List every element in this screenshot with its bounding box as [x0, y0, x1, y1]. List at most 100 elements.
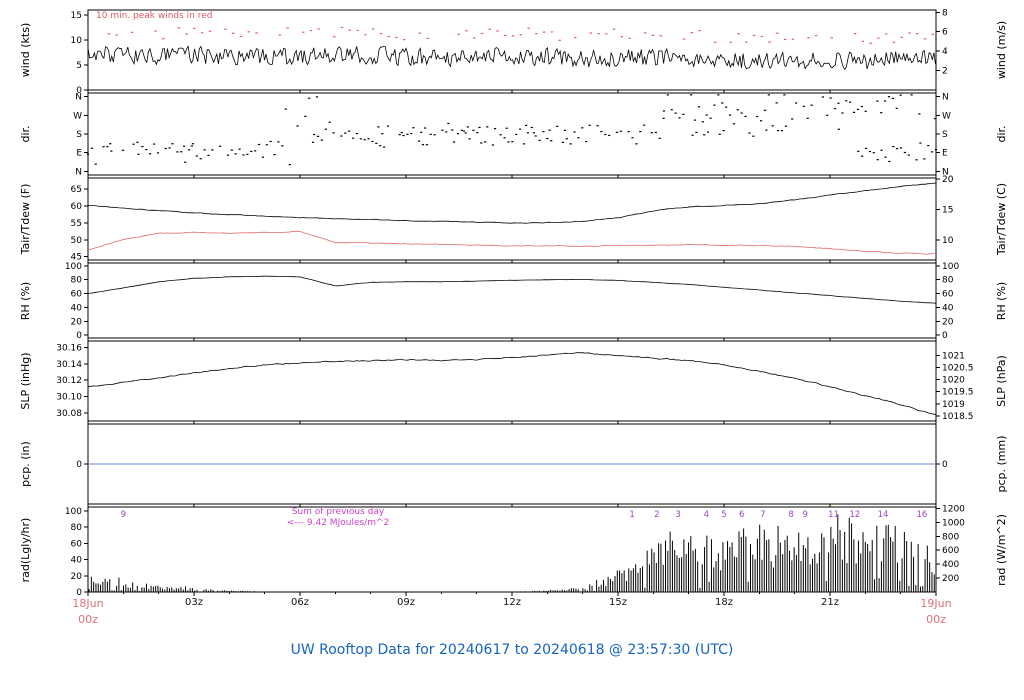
y-tick-label-left: E	[76, 149, 82, 159]
radiation-hour-mark: 3	[675, 510, 680, 520]
y-tick-label-right: 15	[942, 205, 953, 215]
y-tick-label-right: 40	[942, 303, 954, 313]
direction-dot	[315, 96, 319, 98]
y-tick-label-right: 200	[942, 574, 959, 584]
peak-wind-dot	[682, 38, 686, 40]
direction-dot	[145, 148, 148, 151]
direction-dot	[876, 159, 879, 161]
direction-dot	[658, 137, 661, 139]
direction-dot	[728, 114, 732, 116]
peak-wind-dot	[255, 32, 258, 34]
direction-dot	[511, 141, 514, 143]
direction-dot	[631, 137, 634, 139]
direction-dot	[722, 129, 725, 132]
direction-dot	[447, 122, 450, 125]
direction-dot	[121, 149, 125, 151]
y-tick-label-left: 15	[71, 11, 82, 21]
direction-dot	[183, 145, 186, 147]
direction-dot	[273, 154, 276, 156]
y-tick-label-right: 1019.5	[942, 388, 974, 398]
y-tick-label-right: 100	[942, 262, 959, 272]
direction-dot	[884, 156, 887, 158]
direction-dot	[849, 101, 852, 103]
y-tick-label-left: 30.12	[56, 376, 82, 386]
direction-dot	[180, 151, 183, 153]
y-tick-label-right: 1020.5	[942, 364, 974, 374]
direction-dot	[556, 125, 559, 127]
direction-dot	[864, 147, 868, 150]
direction-dot	[915, 159, 918, 161]
peak-wind-dot	[379, 32, 383, 35]
direction-dot	[176, 151, 179, 153]
direction-dot	[230, 149, 233, 151]
direction-dot	[351, 137, 355, 139]
direction-dot	[526, 132, 529, 134]
y-tick-label-left: 0	[76, 588, 82, 598]
peak-wind-dot	[729, 41, 732, 43]
direction-dot	[872, 152, 875, 154]
y-tick-label-left: S	[76, 130, 82, 140]
y-tick-label-left: 30.14	[56, 360, 82, 370]
direction-dot	[705, 114, 708, 116]
direction-dot	[691, 134, 694, 136]
direction-dot	[316, 135, 320, 137]
direction-dot	[238, 148, 241, 150]
direction-dot	[577, 137, 580, 139]
peak-wind-dot	[542, 31, 546, 33]
y-tick-label-left: 20	[71, 572, 83, 582]
direction-dot	[718, 133, 721, 135]
x-start-date-label: 18Jun	[72, 597, 104, 610]
direction-dot	[927, 145, 930, 147]
direction-dot	[794, 102, 798, 104]
peak-wind-dot	[480, 32, 484, 35]
direction-dot	[367, 138, 370, 140]
direction-dot	[152, 143, 156, 145]
peak-wind-dot	[162, 38, 165, 40]
peak-wind-dot	[659, 35, 662, 37]
radiation-hour-mark: 2	[654, 510, 659, 520]
direction-dot	[308, 97, 311, 99]
peak-wind-dot	[457, 33, 460, 35]
direction-dot	[476, 132, 479, 134]
radiation-hour-mark: 16	[916, 510, 927, 520]
direction-dot	[670, 109, 673, 111]
direction-dot	[826, 114, 829, 116]
y-tick-label-left: 0	[76, 331, 82, 341]
direction-dot	[261, 156, 264, 158]
y-tick-label-left: 30.10	[56, 393, 82, 403]
y-tick-label-right: 0	[942, 460, 948, 470]
direction-dot	[381, 133, 384, 135]
peak-wind-dot	[713, 41, 717, 43]
peak-wind-dot	[931, 33, 935, 35]
peak-wind-dot	[107, 33, 111, 35]
direction-dot	[410, 132, 413, 135]
direction-dot	[888, 160, 891, 163]
direction-dot	[187, 149, 191, 151]
direction-dot	[600, 130, 603, 133]
peak-wind-dot	[340, 26, 344, 29]
peak-wind-dot	[612, 28, 616, 30]
y-tick-label-left: 100	[65, 262, 82, 272]
direction-dot	[852, 111, 856, 113]
peak-wind-dot	[877, 37, 880, 39]
direction-dot	[725, 106, 728, 108]
direction-dot	[565, 138, 568, 140]
direction-dot	[581, 127, 584, 129]
y-tick-label-right: 400	[942, 560, 959, 570]
direction-dot	[887, 96, 891, 98]
peak-wind-dot	[278, 34, 282, 36]
direction-dot	[721, 102, 724, 104]
direction-dot	[207, 154, 210, 156]
x-tick-label-15z: 15z	[609, 597, 627, 608]
radiation-hour-mark: 9	[121, 510, 126, 520]
direction-dot	[363, 139, 366, 141]
y-tick-label-right: S	[942, 130, 948, 140]
direction-dot	[635, 143, 638, 145]
peak-wind-dot	[853, 33, 857, 35]
peak-wind-dot	[628, 37, 631, 39]
direction-dot	[561, 141, 564, 143]
direction-dot	[615, 131, 619, 133]
direction-dot	[833, 107, 837, 110]
direction-dot	[596, 125, 599, 127]
direction-dot	[456, 132, 460, 135]
